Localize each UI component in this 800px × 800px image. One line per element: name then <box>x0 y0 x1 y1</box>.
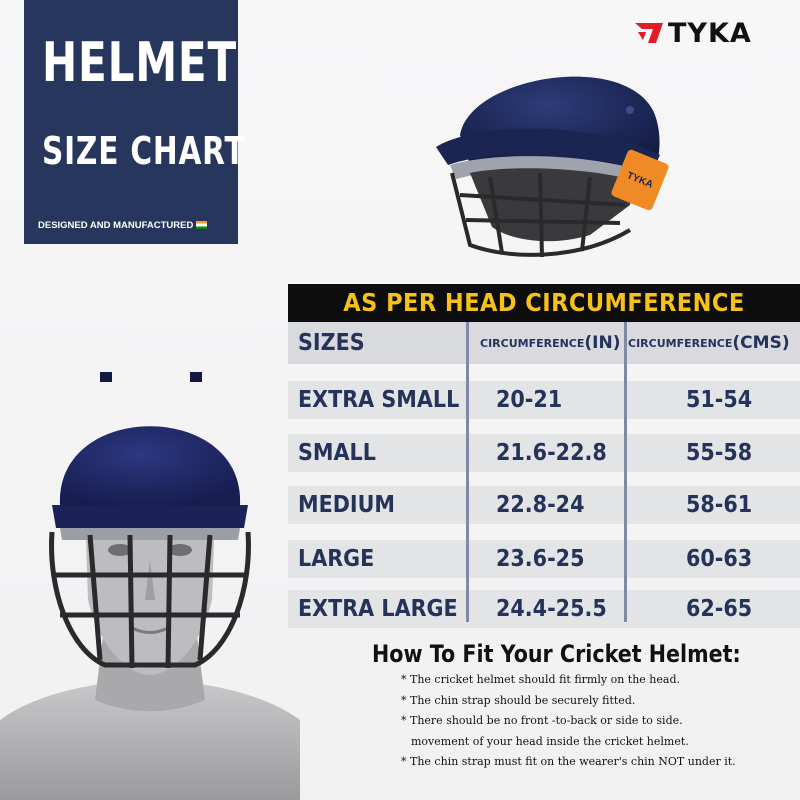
title-panel: HELMET SIZE CHART DESIGNED AND MANUFACTU… <box>24 0 245 244</box>
table-header-row: SIZES CIRCUMFERENCE (IN) CIRCUMFERENCE (CM… <box>288 322 800 364</box>
fit-guide-list: * The cricket helmet should fit firmly o… <box>401 670 791 773</box>
table-row: EXTRA LARGE 24.4-25.5 62-65 <box>288 590 800 628</box>
title-subheading: SIZE CHART <box>42 129 246 173</box>
table-banner-text: AS PER HEAD CIRCUMFERENCE <box>343 288 745 317</box>
column-header-sizes: SIZES <box>298 330 365 356</box>
inches-cell: 20-21 <box>496 387 563 413</box>
column-header-cms: CIRCUMFERENCE (CMS) <box>628 333 790 353</box>
inches-cell: 23.6-25 <box>496 546 585 572</box>
table-row: SMALL 21.6-22.8 55-58 <box>288 434 800 472</box>
table-banner: AS PER HEAD CIRCUMFERENCE <box>288 284 800 322</box>
cms-cell: 62-65 <box>686 596 753 622</box>
tagline-text: DESIGNED AND MANUFACTURED <box>38 220 194 231</box>
table-row: LARGE 23.6-25 60-63 <box>288 540 800 578</box>
fit-guide-title: How To Fit Your Cricket Helmet: <box>372 640 741 668</box>
brand-mark-icon <box>635 23 663 43</box>
list-item: * The chin strap should be securely fitt… <box>401 693 636 707</box>
inches-cell: 24.4-25.5 <box>496 596 607 622</box>
table-row: MEDIUM 22.8-24 58-61 <box>288 486 800 524</box>
helmet-product-image: TYKA <box>436 76 669 258</box>
column-divider <box>624 322 627 622</box>
size-cell: MEDIUM <box>298 492 396 518</box>
inches-cell: 21.6-22.8 <box>496 440 607 466</box>
size-cell: SMALL <box>298 440 376 466</box>
size-cell: LARGE <box>298 546 375 572</box>
inches-cell: 22.8-24 <box>496 492 585 518</box>
column-divider <box>466 322 469 622</box>
size-cell: EXTRA SMALL <box>298 387 460 413</box>
list-item: * The chin strap must fit on the wearer'… <box>401 755 736 768</box>
cms-cell: 60-63 <box>686 546 753 572</box>
list-item: * The cricket helmet should fit firmly o… <box>401 673 680 686</box>
size-table: SIZES CIRCUMFERENCE (IN) CIRCUMFERENCE (CM… <box>288 322 800 628</box>
cms-cell: 58-61 <box>686 492 753 518</box>
cms-cell: 51-54 <box>686 387 753 413</box>
tagline: DESIGNED AND MANUFACTURED <box>38 220 208 231</box>
cms-cell: 55-58 <box>686 440 753 466</box>
india-flag-icon <box>196 221 208 230</box>
brand-logo: TYKA <box>634 18 784 49</box>
list-item: movement of your head inside the cricket… <box>411 734 689 748</box>
size-cell: EXTRA LARGE <box>298 596 458 622</box>
title-heading: HELMET <box>42 31 237 94</box>
column-header-inches: CIRCUMFERENCE (IN) <box>480 333 621 353</box>
brand-name: TYKA <box>668 18 752 49</box>
table-row: EXTRA SMALL 20-21 51-54 <box>288 381 800 419</box>
list-item: * There should be no front -to-back or s… <box>401 714 683 727</box>
model-wearing-helmet-image <box>0 372 300 800</box>
